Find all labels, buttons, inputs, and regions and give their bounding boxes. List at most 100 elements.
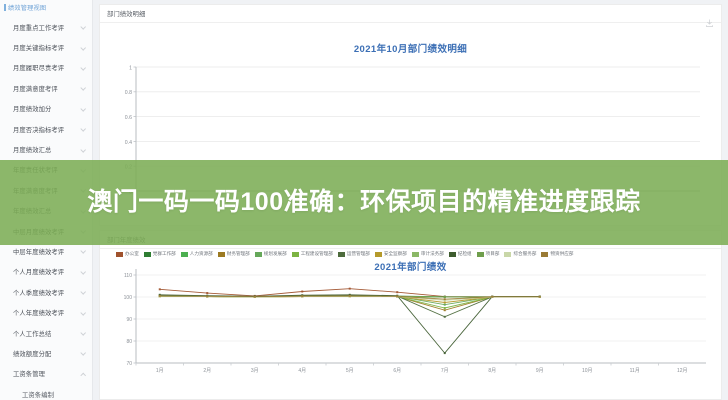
sidebar-item-5[interactable]: 月度否决指标考评 xyxy=(0,119,92,139)
legend-swatch xyxy=(411,251,419,257)
sidebar-item-11[interactable]: 中层年度绩效考评 xyxy=(0,241,92,261)
legend-swatch xyxy=(217,251,225,257)
chevron-down-icon[interactable] xyxy=(80,310,86,316)
legend-label: 规划发展部 xyxy=(263,251,287,256)
sidebar-item-label: 个人月度绩效考评 xyxy=(13,269,65,277)
svg-text:100: 100 xyxy=(124,295,133,301)
sidebar-item-6[interactable]: 月度绩效汇总 xyxy=(0,139,92,159)
sidebar-item-label: 个人年度绩效考评 xyxy=(13,310,65,318)
sidebar-item-10[interactable]: 中层月度绩效考评 xyxy=(0,221,92,241)
download-icon[interactable] xyxy=(705,19,714,28)
legend-item-8[interactable]: 审计法务部 xyxy=(411,251,444,257)
sidebar-title-label: 绩效管理视图 xyxy=(8,5,47,12)
legend-item-3[interactable]: 财务管理部 xyxy=(217,251,250,257)
legend-label: 物资供应部 xyxy=(550,251,574,256)
department-annual-performance-card: 部门年度绩效 办公室 党群工作部 人力资源部 财务管理部 规划发展部 工程建设管理部 运营管… xyxy=(99,230,722,400)
sidebar-item-16[interactable]: 绩效额度分配 xyxy=(0,343,92,363)
chevron-down-icon[interactable] xyxy=(80,24,86,30)
svg-text:0.4: 0.4 xyxy=(125,140,132,146)
legend-item-9[interactable]: 纪检组 xyxy=(448,251,472,257)
sidebar-item-label: 月度否决指标考评 xyxy=(13,126,65,134)
main-content: 部门绩效明细 2021年10月部门绩效明细 0 0.2 0.4 0.6 0.8 1 部门年… xyxy=(93,0,728,400)
legend-swatch xyxy=(504,251,512,257)
legend-item-2[interactable]: 人力资源部 xyxy=(180,251,213,257)
legend-label: 人力资源部 xyxy=(189,251,213,256)
legend-label: 运营管理部 xyxy=(346,251,370,256)
sidebar-item-2[interactable]: 月度履职尽责考评 xyxy=(0,58,92,78)
sidebar-item-label: 月度满意度考评 xyxy=(13,85,58,93)
chevron-down-icon[interactable] xyxy=(80,65,86,71)
legend-label: 项目部 xyxy=(485,251,500,256)
sidebar-item-15[interactable]: 个人工作总结 xyxy=(0,323,92,343)
legend-swatch xyxy=(116,251,123,257)
legend-swatch xyxy=(541,251,549,257)
svg-text:70: 70 xyxy=(126,361,132,367)
chevron-down-icon[interactable] xyxy=(80,208,86,214)
sidebar-item-3[interactable]: 月度满意度考评 xyxy=(0,78,92,98)
svg-text:8月: 8月 xyxy=(488,368,496,374)
legend-label: 办公室 xyxy=(125,251,139,256)
sidebar-item-0[interactable]: 月度重点工作考评 xyxy=(0,17,92,37)
sidebar-item-label: 中层月度绩效考评 xyxy=(13,228,65,236)
sidebar-item-label: 工资条管理 xyxy=(13,371,45,379)
legend-swatch xyxy=(448,251,456,257)
sidebar-item-14[interactable]: 个人年度绩效考评 xyxy=(0,302,92,322)
sidebar-item-label: 个人季度绩效考评 xyxy=(13,289,65,297)
chevron-down-icon[interactable] xyxy=(80,228,86,234)
legend-swatch xyxy=(374,251,382,257)
svg-text:0.8: 0.8 xyxy=(125,90,132,96)
sidebar-item-18[interactable]: 工资条编制 xyxy=(0,384,92,400)
sidebar-title: 绩效管理视图 xyxy=(0,0,92,15)
legend-item-12[interactable]: 物资供应部 xyxy=(541,251,573,257)
sidebar-item-12[interactable]: 个人月度绩效考评 xyxy=(0,262,92,282)
legend-label: 党群工作部 xyxy=(152,251,176,256)
chevron-up-icon[interactable] xyxy=(80,371,86,377)
legend-item-6[interactable]: 运营管理部 xyxy=(337,251,370,257)
svg-text:12月: 12月 xyxy=(677,368,688,374)
bottom-chart-title: 2021年部门绩效 xyxy=(374,262,447,273)
chevron-down-icon[interactable] xyxy=(80,187,86,193)
bottom-chart: 70 80 90 100 110 1月 2月 3月 4月 5月 6月 7月 8月 9月 10月 11月 12月 xyxy=(124,269,706,374)
chevron-down-icon[interactable] xyxy=(80,167,86,173)
legend-item-0[interactable]: 办公室 xyxy=(116,251,139,257)
svg-text:0.6: 0.6 xyxy=(125,115,132,121)
chevron-down-icon[interactable] xyxy=(80,85,86,91)
legend-label: 财务管理部 xyxy=(226,251,250,256)
sidebar-item-label: 月度重点工作考评 xyxy=(13,24,65,32)
sidebar-item-label: 中层年度绩效考评 xyxy=(13,248,65,256)
chevron-down-icon[interactable] xyxy=(80,330,86,336)
sidebar-item-4[interactable]: 月度绩效加分 xyxy=(0,99,92,119)
svg-text:9月: 9月 xyxy=(536,368,544,374)
legend-item-1[interactable]: 党群工作部 xyxy=(143,251,176,257)
sidebar-item-9[interactable]: 年度绩效汇总 xyxy=(0,201,92,221)
chevron-down-icon[interactable] xyxy=(80,147,86,153)
chevron-down-icon[interactable] xyxy=(80,350,86,356)
legend-item-7[interactable]: 安全监察部 xyxy=(374,251,407,257)
legend-item-5[interactable]: 工程建设管理部 xyxy=(291,251,333,257)
sidebar-item-13[interactable]: 个人季度绩效考评 xyxy=(0,282,92,302)
legend-swatch xyxy=(476,251,484,257)
sidebar-item-label: 年度责任状考评 xyxy=(13,167,58,175)
chevron-down-icon[interactable] xyxy=(80,45,86,51)
chevron-down-icon[interactable] xyxy=(80,248,86,254)
chevron-down-icon[interactable] xyxy=(80,106,86,112)
legend-item-10[interactable]: 项目部 xyxy=(476,251,500,257)
sidebar-item-7[interactable]: 年度责任状考评 xyxy=(0,160,92,180)
chevron-down-icon[interactable] xyxy=(80,269,86,275)
legend-item-11[interactable]: 综合服务部 xyxy=(504,251,536,257)
bottom-card-header-label: 部门年度绩效 xyxy=(107,237,146,244)
top-card-body: 2021年10月部门绩效明细 0 0.2 0.4 0.6 0.8 1 xyxy=(100,23,721,226)
svg-text:2月: 2月 xyxy=(203,368,211,374)
svg-text:1: 1 xyxy=(129,65,132,71)
chevron-down-icon[interactable] xyxy=(80,126,86,132)
sidebar-item-1[interactable]: 月度关键指标考评 xyxy=(0,37,92,57)
svg-text:110: 110 xyxy=(124,273,132,279)
sidebar-item-8[interactable]: 年度满意度考评 xyxy=(0,180,92,200)
legend-item-4[interactable]: 规划发展部 xyxy=(254,251,287,257)
svg-text:4月: 4月 xyxy=(298,368,306,374)
legend-swatch xyxy=(254,251,262,257)
sidebar-item-label: 月度履职尽责考评 xyxy=(13,65,65,73)
sidebar-item-17[interactable]: 工资条管理 xyxy=(0,364,92,384)
legend-swatch xyxy=(143,251,151,257)
chevron-down-icon[interactable] xyxy=(80,289,86,295)
